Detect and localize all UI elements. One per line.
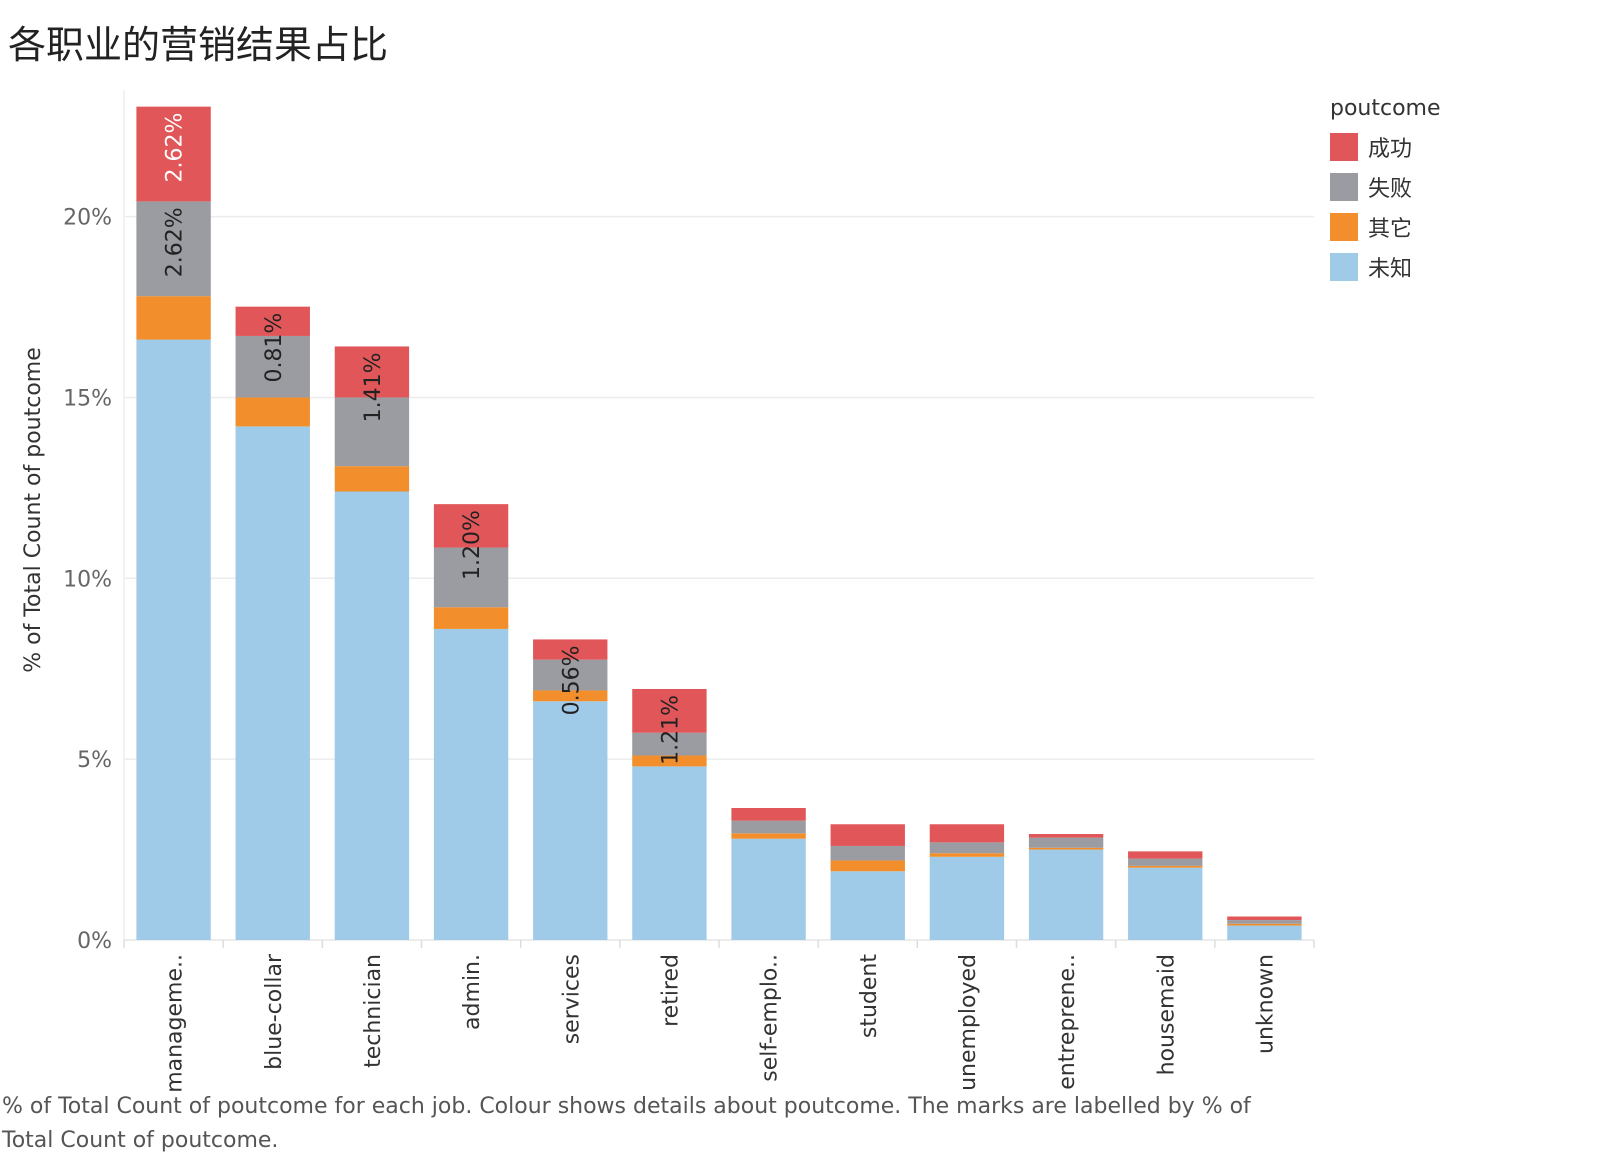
legend-item-success[interactable]: 成功 [1330, 127, 1441, 167]
y-tick-label: 0% [77, 929, 112, 954]
y-axis-ticks: 0% 5% 10% 15% 20% [63, 206, 112, 954]
legend-label-unknown: 未知 [1368, 257, 1413, 282]
x-tick-label: housemaid [1154, 954, 1179, 1075]
x-tick-label: retired [658, 954, 683, 1027]
bar-segment[interactable] [433, 504, 509, 548]
data-label: 1.20% [460, 510, 485, 580]
bar-segment[interactable] [830, 824, 905, 846]
x-tick-label: manageme.. [163, 954, 188, 1093]
bar-segment[interactable] [1128, 858, 1203, 866]
bar-segment[interactable] [731, 820, 806, 834]
bar-segment[interactable] [1227, 920, 1302, 924]
x-tick-label: services [559, 954, 584, 1044]
bar-segment[interactable] [731, 807, 806, 821]
bar-segment[interactable] [136, 296, 211, 340]
bar-segment[interactable] [1128, 851, 1203, 859]
legend: poutcome 成功 失败 其它 未知 [1330, 96, 1441, 287]
data-label: 1.21% [658, 695, 683, 765]
bar-segment[interactable] [334, 397, 410, 467]
bar-segment[interactable] [235, 306, 310, 336]
x-tick-label: entreprene.. [1055, 954, 1080, 1090]
data-label: 0.56% [559, 645, 584, 715]
bar-segment[interactable] [235, 426, 310, 941]
data-label: 0.81% [262, 313, 287, 383]
bar-segment[interactable] [1028, 847, 1104, 850]
bar-segment[interactable] [235, 397, 310, 427]
x-tick-label: technician [361, 954, 386, 1068]
bar-segment[interactable] [533, 701, 608, 940]
bar-segment[interactable] [632, 688, 707, 733]
bar-segment[interactable] [533, 659, 608, 691]
bar-segment[interactable] [1227, 925, 1302, 940]
page-title: 各职业的营销结果占比 [8, 23, 389, 67]
legend-item-unknown[interactable]: 未知 [1330, 247, 1441, 287]
bar-segment[interactable] [334, 346, 410, 398]
bar-segment[interactable] [136, 106, 211, 202]
bar-segment[interactable] [334, 466, 410, 492]
bar-segment[interactable] [731, 838, 806, 940]
y-tick-label: 20% [63, 206, 112, 231]
bar-segment[interactable] [533, 639, 608, 660]
bar-segment[interactable] [830, 860, 905, 872]
y-tick-label: 10% [63, 567, 112, 592]
legend-label-other: 其它 [1368, 217, 1413, 242]
bar-segment[interactable] [334, 491, 410, 940]
bar-segment[interactable] [731, 833, 806, 839]
bar-segment[interactable] [632, 755, 707, 767]
bar-segment[interactable] [929, 824, 1005, 843]
legend-item-other[interactable]: 其它 [1330, 207, 1441, 247]
data-label: 1.41% [361, 352, 386, 422]
legend-swatch-unknown [1330, 253, 1358, 281]
data-label: 2.62% [163, 207, 188, 277]
y-tick-label: 15% [63, 386, 112, 411]
bar-segment[interactable] [830, 845, 905, 861]
x-axis-ticks: manageme.. blue-collar technician admin. ser… [123, 940, 1315, 1093]
bar-segment[interactable] [433, 628, 509, 940]
bar-segment[interactable] [632, 766, 707, 940]
legend-label-success: 成功 [1368, 137, 1413, 162]
legend-swatch-failure [1330, 173, 1358, 201]
bar-segment[interactable] [929, 853, 1005, 857]
x-tick-label: unknown [1253, 954, 1278, 1054]
bar-segment[interactable] [632, 732, 707, 756]
x-tick-label: self-emplo.. [758, 954, 783, 1082]
bar-segment[interactable] [1227, 916, 1302, 921]
bar-segment[interactable] [1028, 837, 1104, 848]
legend-item-failure[interactable]: 失败 [1330, 167, 1441, 207]
bar-segment[interactable] [830, 871, 905, 940]
bar-segment[interactable] [235, 335, 310, 398]
x-tick-label: unemployed [956, 954, 981, 1091]
bar-segment[interactable] [136, 201, 211, 297]
legend-swatch-success [1330, 133, 1358, 161]
bar-segment[interactable] [1128, 867, 1203, 940]
bar-segment[interactable] [136, 339, 211, 940]
y-tick-label: 5% [77, 748, 112, 773]
bar-segment[interactable] [1128, 865, 1203, 868]
chart-caption: % of Total Count of poutcome for each jo… [2, 1094, 1251, 1153]
bar-segment[interactable] [1028, 849, 1104, 940]
bar-segment[interactable] [433, 547, 509, 608]
legend-label-failure: 失败 [1368, 177, 1413, 202]
bar-segment[interactable] [533, 690, 608, 702]
bar-segment[interactable] [929, 856, 1005, 940]
bar-segment[interactable] [1028, 834, 1104, 838]
x-tick-label: blue-collar [262, 953, 287, 1070]
bar-segment[interactable] [929, 842, 1005, 854]
data-label: 2.62% [163, 113, 188, 183]
gridlines [124, 215, 1314, 760]
bar-segment[interactable] [433, 607, 509, 629]
y-axis-label: % of Total Count of poutcome [21, 347, 46, 673]
bars: 2.62% 2.62% 0.81% 1.41% 1.20% 0.56% 1.21% [136, 106, 1302, 941]
legend-title: poutcome [1330, 96, 1441, 121]
x-tick-label: student [857, 954, 882, 1038]
bar-segment[interactable] [1227, 923, 1302, 926]
x-tick-label: admin. [460, 954, 485, 1030]
legend-swatch-other [1330, 213, 1358, 241]
